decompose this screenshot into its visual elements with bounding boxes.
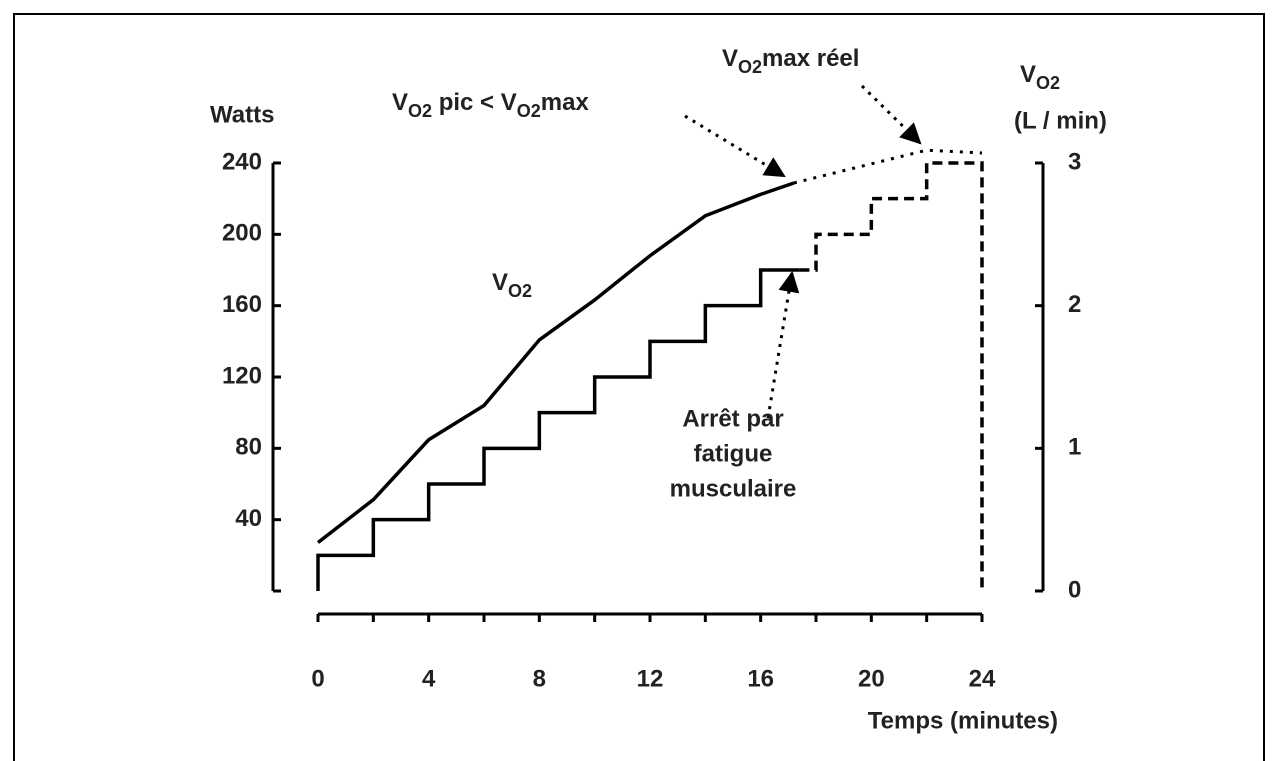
text-part: max réel <box>762 45 859 72</box>
x-tick-label: 16 <box>747 665 774 692</box>
label: VO2 <box>1020 61 1060 92</box>
text-part: V <box>722 45 738 72</box>
y-axis-label: Watts <box>210 101 274 128</box>
subscript: O2 <box>517 101 541 121</box>
y-tick-label: 40 <box>235 505 262 532</box>
x-axis-label: Temps (minutes) <box>868 707 1058 734</box>
pointer <box>860 84 922 145</box>
label: VO2 <box>492 269 532 300</box>
x-tick-label: 4 <box>422 665 436 692</box>
y-tick-label: 160 <box>222 291 262 318</box>
subscript: O2 <box>508 281 532 301</box>
frame <box>13 13 1265 761</box>
label: VO2max réel <box>722 45 859 76</box>
annotation: musculaire <box>670 475 797 502</box>
text-part: V <box>492 269 508 296</box>
x-tick-label: 0 <box>311 665 324 692</box>
x-tick-label: 20 <box>858 665 885 692</box>
x-tick-label: 24 <box>969 665 996 692</box>
y2-tick-label: 3 <box>1068 148 1081 175</box>
subscript: O2 <box>1036 73 1060 93</box>
series-line <box>799 161 984 591</box>
annotation: fatigue <box>694 440 773 467</box>
y2-tick-label: 1 <box>1068 434 1081 461</box>
text-part: max <box>541 89 590 116</box>
y2-tick-label: 2 <box>1068 291 1081 318</box>
annotation: Arrêt par <box>682 405 783 432</box>
y-tick-label: 200 <box>222 220 262 247</box>
text-part: V <box>1020 61 1036 88</box>
y-tick-label: 80 <box>235 434 262 461</box>
y-tick-label: 120 <box>222 362 262 389</box>
subscript: O2 <box>738 57 762 77</box>
label: VO2 pic < VO2max <box>392 89 589 120</box>
y-tick-label: 240 <box>222 148 262 175</box>
pointer <box>766 270 800 419</box>
text-part: V <box>392 89 408 116</box>
pointer <box>684 114 786 178</box>
series-line <box>316 181 795 544</box>
series-line <box>316 268 800 591</box>
subscript: O2 <box>408 101 432 121</box>
x-tick-label: 8 <box>533 665 546 692</box>
text-part: pic < V <box>432 89 517 116</box>
series-line <box>793 148 983 185</box>
x-tick-label: 12 <box>637 665 664 692</box>
y2-axis-label: (L / min) <box>1014 107 1107 134</box>
y2-tick-label: 0 <box>1068 576 1081 603</box>
